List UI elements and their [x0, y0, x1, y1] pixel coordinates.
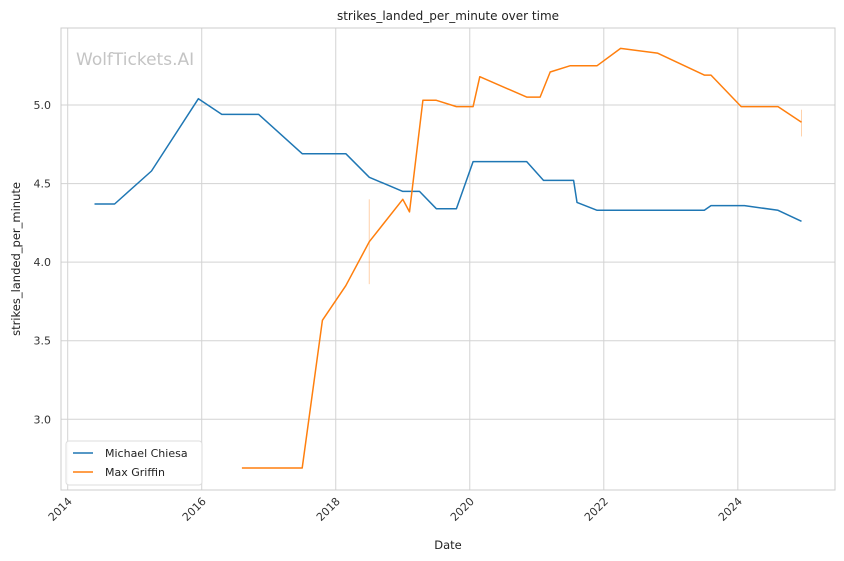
series-michael-chiesa [94, 97, 802, 222]
legend-box [65, 440, 203, 486]
series-line [241, 47, 802, 469]
legend-label: Max Griffin [105, 466, 165, 479]
watermark-text: WolfTickets.AI [76, 50, 194, 70]
legend-item: Max Griffin [73, 466, 165, 479]
y-axis-ticks: 3.0 3.5 4.0 4.5 5.0 [34, 99, 52, 426]
series-line [94, 97, 802, 222]
chart-title: strikes_landed_per_minute over time [337, 9, 559, 23]
y-tick-label: 4.0 [34, 256, 52, 269]
y-tick-label: 5.0 [34, 99, 52, 112]
chart-legend: Michael Chiesa Max Griffin [65, 440, 203, 486]
y-tick-label: 3.0 [34, 413, 52, 426]
plot-area-frame [60, 27, 836, 491]
y-axis-title: strikes_landed_per_minute [9, 182, 23, 336]
series-max-griffin [241, 47, 802, 469]
legend-item: Michael Chiesa [73, 447, 188, 460]
series-lines [94, 47, 802, 469]
x-axis-title: Date [434, 538, 462, 552]
y-tick-label: 3.5 [34, 335, 52, 348]
legend-label: Michael Chiesa [105, 447, 188, 460]
y-tick-label: 4.5 [34, 178, 52, 191]
grid-lines [61, 28, 835, 490]
